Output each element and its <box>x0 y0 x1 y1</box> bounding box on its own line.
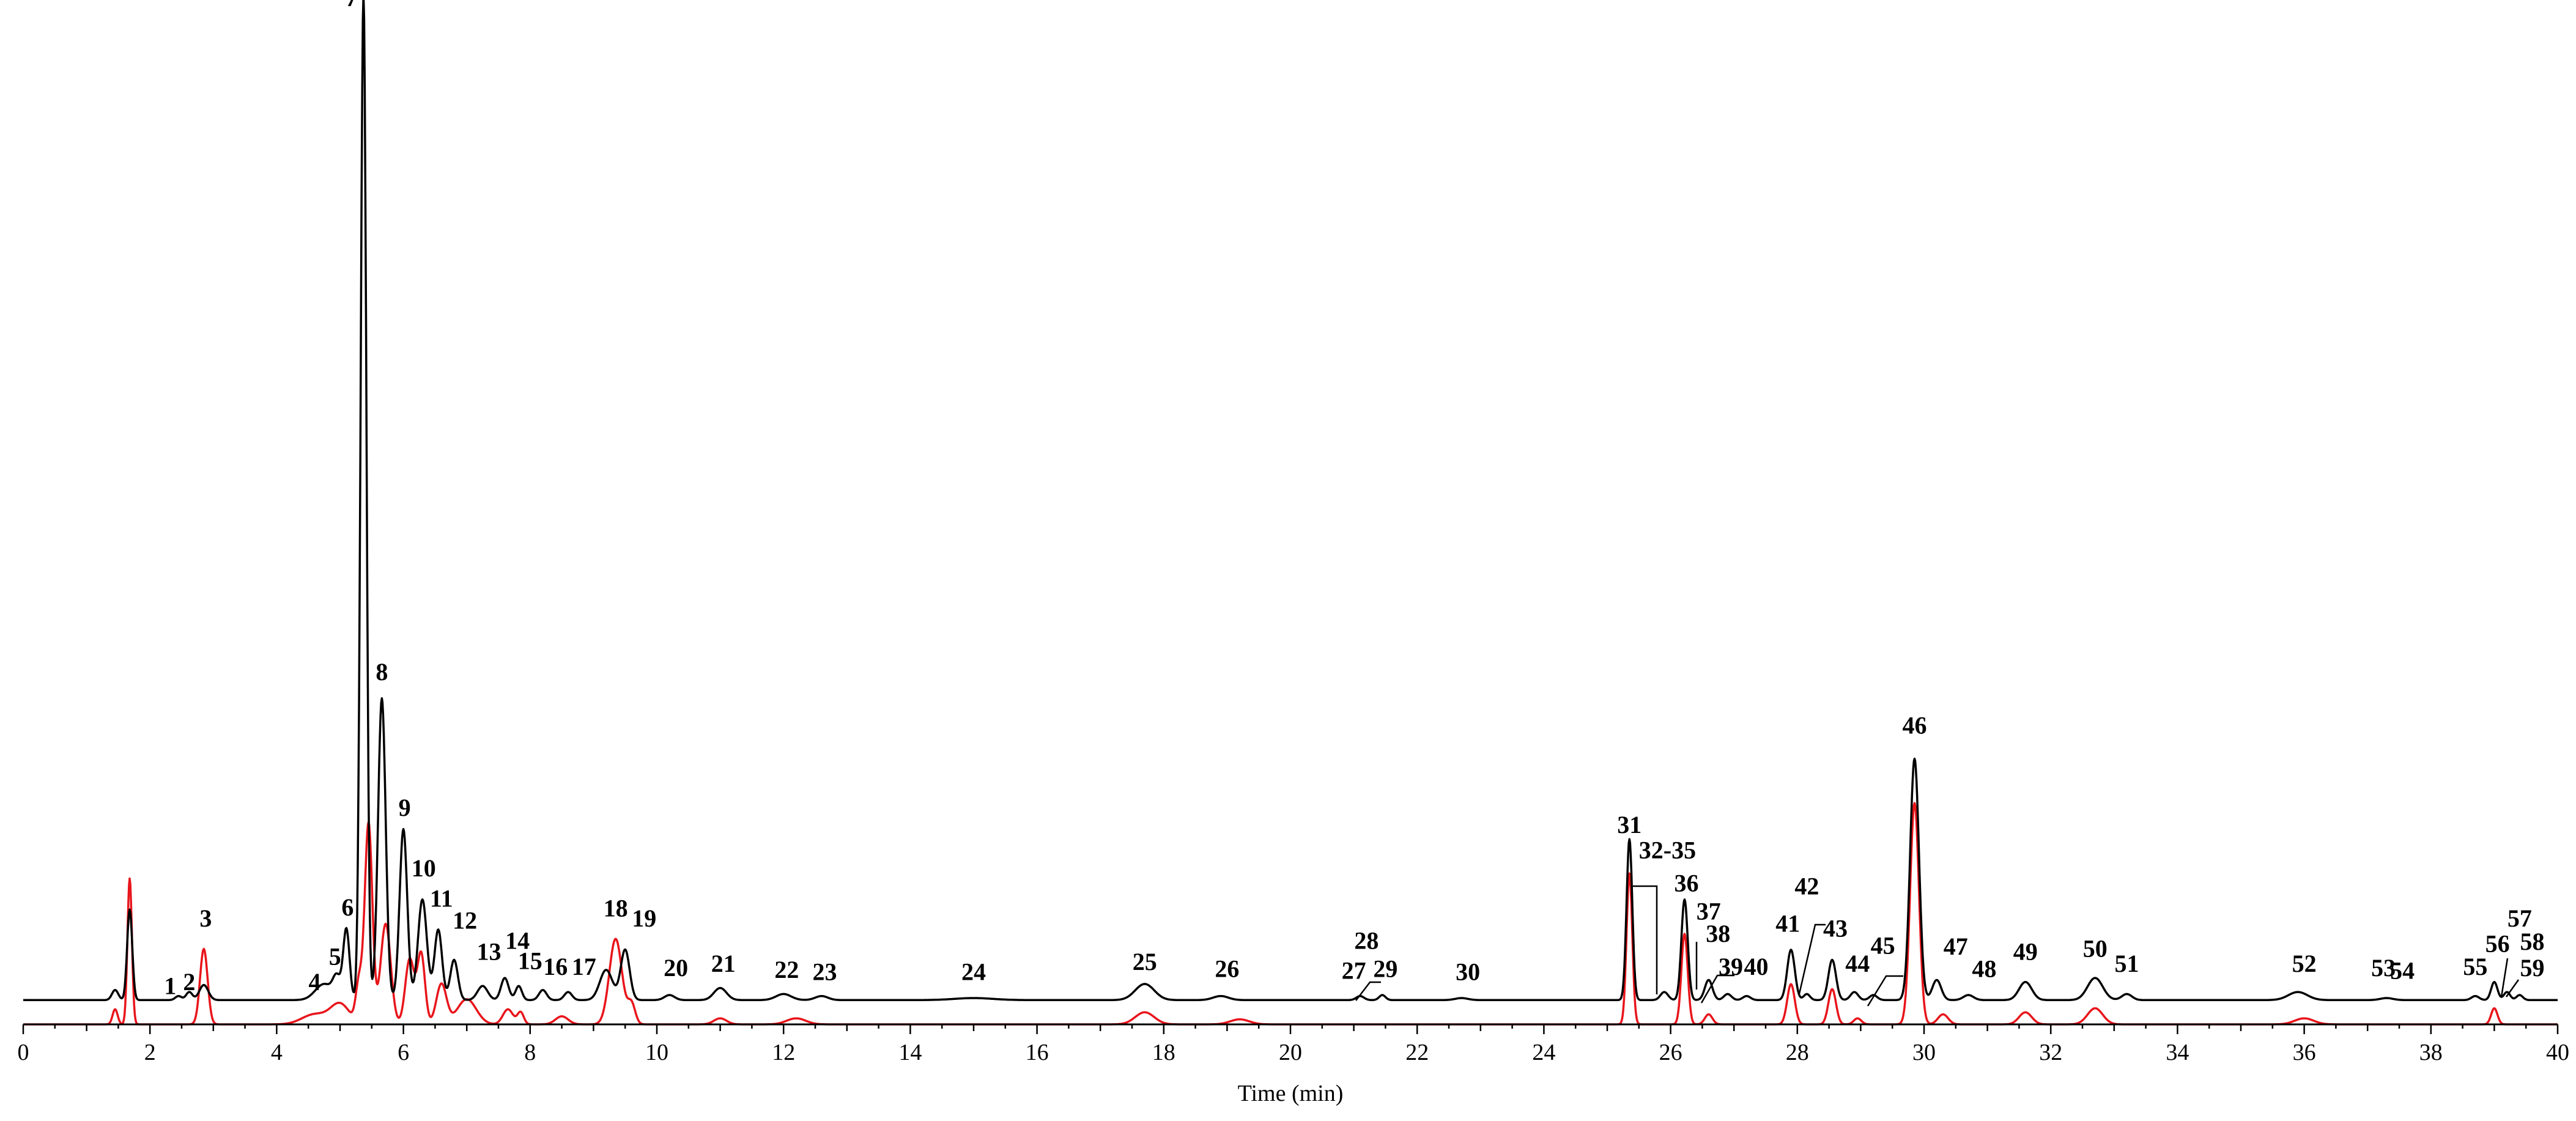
peak-label: 12 <box>453 906 477 934</box>
peak-label: 51 <box>2115 950 2139 977</box>
x-tick-label: 28 <box>1786 1040 1809 1065</box>
peak-label: 30 <box>1456 958 1480 985</box>
peak-label: 11 <box>430 884 453 912</box>
peak-label: 6 <box>341 893 353 921</box>
series-line-1 <box>23 0 2558 1002</box>
peak-label: 29 <box>1373 955 1397 982</box>
peak-label: 26 <box>1215 955 1239 982</box>
peak-label: 18 <box>604 895 628 922</box>
x-tick-label: 36 <box>2293 1040 2316 1065</box>
peak-label: 59 <box>2520 954 2545 982</box>
leader-lines <box>1355 885 2520 1007</box>
peak-label: 37 <box>1697 898 1721 925</box>
peak-label: 10 <box>412 854 436 882</box>
peak-label: 3 <box>199 905 212 932</box>
peak-label: 28 <box>1354 927 1379 954</box>
x-tick-label: 20 <box>1279 1040 1302 1065</box>
x-tick-label: 2 <box>144 1040 156 1065</box>
peak-label: 46 <box>1902 711 1926 739</box>
peak-label: 58 <box>2520 928 2545 955</box>
peak-label: 43 <box>1823 915 1848 942</box>
peak-label: 41 <box>1775 909 1800 937</box>
x-tick-label: 34 <box>2166 1040 2189 1065</box>
peak-label: 47 <box>1944 933 1968 960</box>
peak-label: 27 <box>1342 957 1366 985</box>
x-tick-label: 6 <box>398 1040 409 1065</box>
x-tick-label: 14 <box>898 1040 922 1065</box>
x-tick-label: 40 <box>2546 1040 2569 1065</box>
x-tick-label: 10 <box>645 1040 668 1065</box>
leader-line-32-35 <box>1633 885 1658 994</box>
peak-label: 44 <box>1845 950 1870 977</box>
leader-line-57 <box>2500 958 2509 997</box>
peak-label: 32-35 <box>1639 836 1696 864</box>
peak-label: 55 <box>2463 953 2487 980</box>
peak-label: 52 <box>2292 950 2317 977</box>
peak-label: 31 <box>1617 811 1641 838</box>
peak-label: 13 <box>476 938 501 965</box>
peak-label: 39 <box>1719 953 1743 980</box>
x-tick-label: 22 <box>1405 1040 1429 1065</box>
peak-label: 20 <box>664 954 688 982</box>
leader-line-42 <box>1798 923 1826 994</box>
peak-label: 53 <box>2371 954 2396 982</box>
peak-label: 4 <box>309 968 321 996</box>
leader-line-38 <box>1700 974 1734 1004</box>
peak-label: 54 <box>2390 957 2415 985</box>
x-tick-label: 38 <box>2419 1040 2443 1065</box>
peak-label: 23 <box>813 958 837 985</box>
peak-label: 19 <box>632 905 656 932</box>
peak-label: 7 <box>346 0 358 12</box>
peak-label: 21 <box>711 950 736 977</box>
peak-label: 16 <box>543 953 568 980</box>
peak-label: 24 <box>961 958 986 985</box>
x-tick-label: 8 <box>524 1040 536 1065</box>
peak-label: 40 <box>1744 953 1768 980</box>
x-tick-label: 12 <box>772 1040 795 1065</box>
peak-label: 49 <box>2013 938 2038 965</box>
peak-label: 36 <box>1675 870 1699 897</box>
peak-labels: 1234567891011121314151617181920212223242… <box>164 0 2544 999</box>
peak-label: 38 <box>1706 920 1730 947</box>
peak-label: 17 <box>572 953 596 980</box>
series-layer <box>23 0 2558 1026</box>
x-axis-title: Time (min) <box>1238 1081 1344 1106</box>
x-tick-label: 26 <box>1659 1040 1682 1065</box>
x-tick-label: 32 <box>2039 1040 2062 1065</box>
peak-label: 2 <box>183 968 195 996</box>
x-tick-label: 30 <box>1912 1040 1936 1065</box>
x-tick-label: 16 <box>1026 1040 1049 1065</box>
peak-label: 22 <box>774 956 799 983</box>
peak-label: 25 <box>1133 948 1157 975</box>
peak-label: 42 <box>1794 873 1819 900</box>
peak-label: 56 <box>2485 930 2510 957</box>
leader-line-45 <box>1867 975 1903 1007</box>
series-line-2 <box>23 802 2558 1026</box>
peak-label: 15 <box>518 947 542 974</box>
peak-label: 50 <box>2083 935 2108 963</box>
peak-label: 14 <box>505 927 530 954</box>
peak-label: 9 <box>399 794 411 821</box>
x-tick-label: 4 <box>271 1040 283 1065</box>
peak-label: 1 <box>164 972 176 999</box>
x-axis-ticks: 0 2 4 6 8 10 12 14 16 18 20 22 24 26 28 30 32 34 36 38 40 <box>18 1024 2569 1065</box>
x-tick-label: 24 <box>1532 1040 1555 1065</box>
peak-label: 48 <box>1972 955 1996 982</box>
peak-label: 57 <box>2508 905 2532 932</box>
x-axis: 0 2 4 6 8 10 12 14 16 18 20 22 24 26 28 30 32 34 36 38 40 Ti… <box>18 1023 2569 1106</box>
x-tick-label: 18 <box>1152 1040 1175 1065</box>
peak-label: 5 <box>329 943 341 971</box>
peak-label: 45 <box>1871 932 1895 960</box>
x-tick-label: 0 <box>18 1040 29 1065</box>
leader-line-28 <box>1355 981 1381 1001</box>
peak-label: 8 <box>376 658 388 686</box>
leader-line-58 <box>2505 979 2520 997</box>
